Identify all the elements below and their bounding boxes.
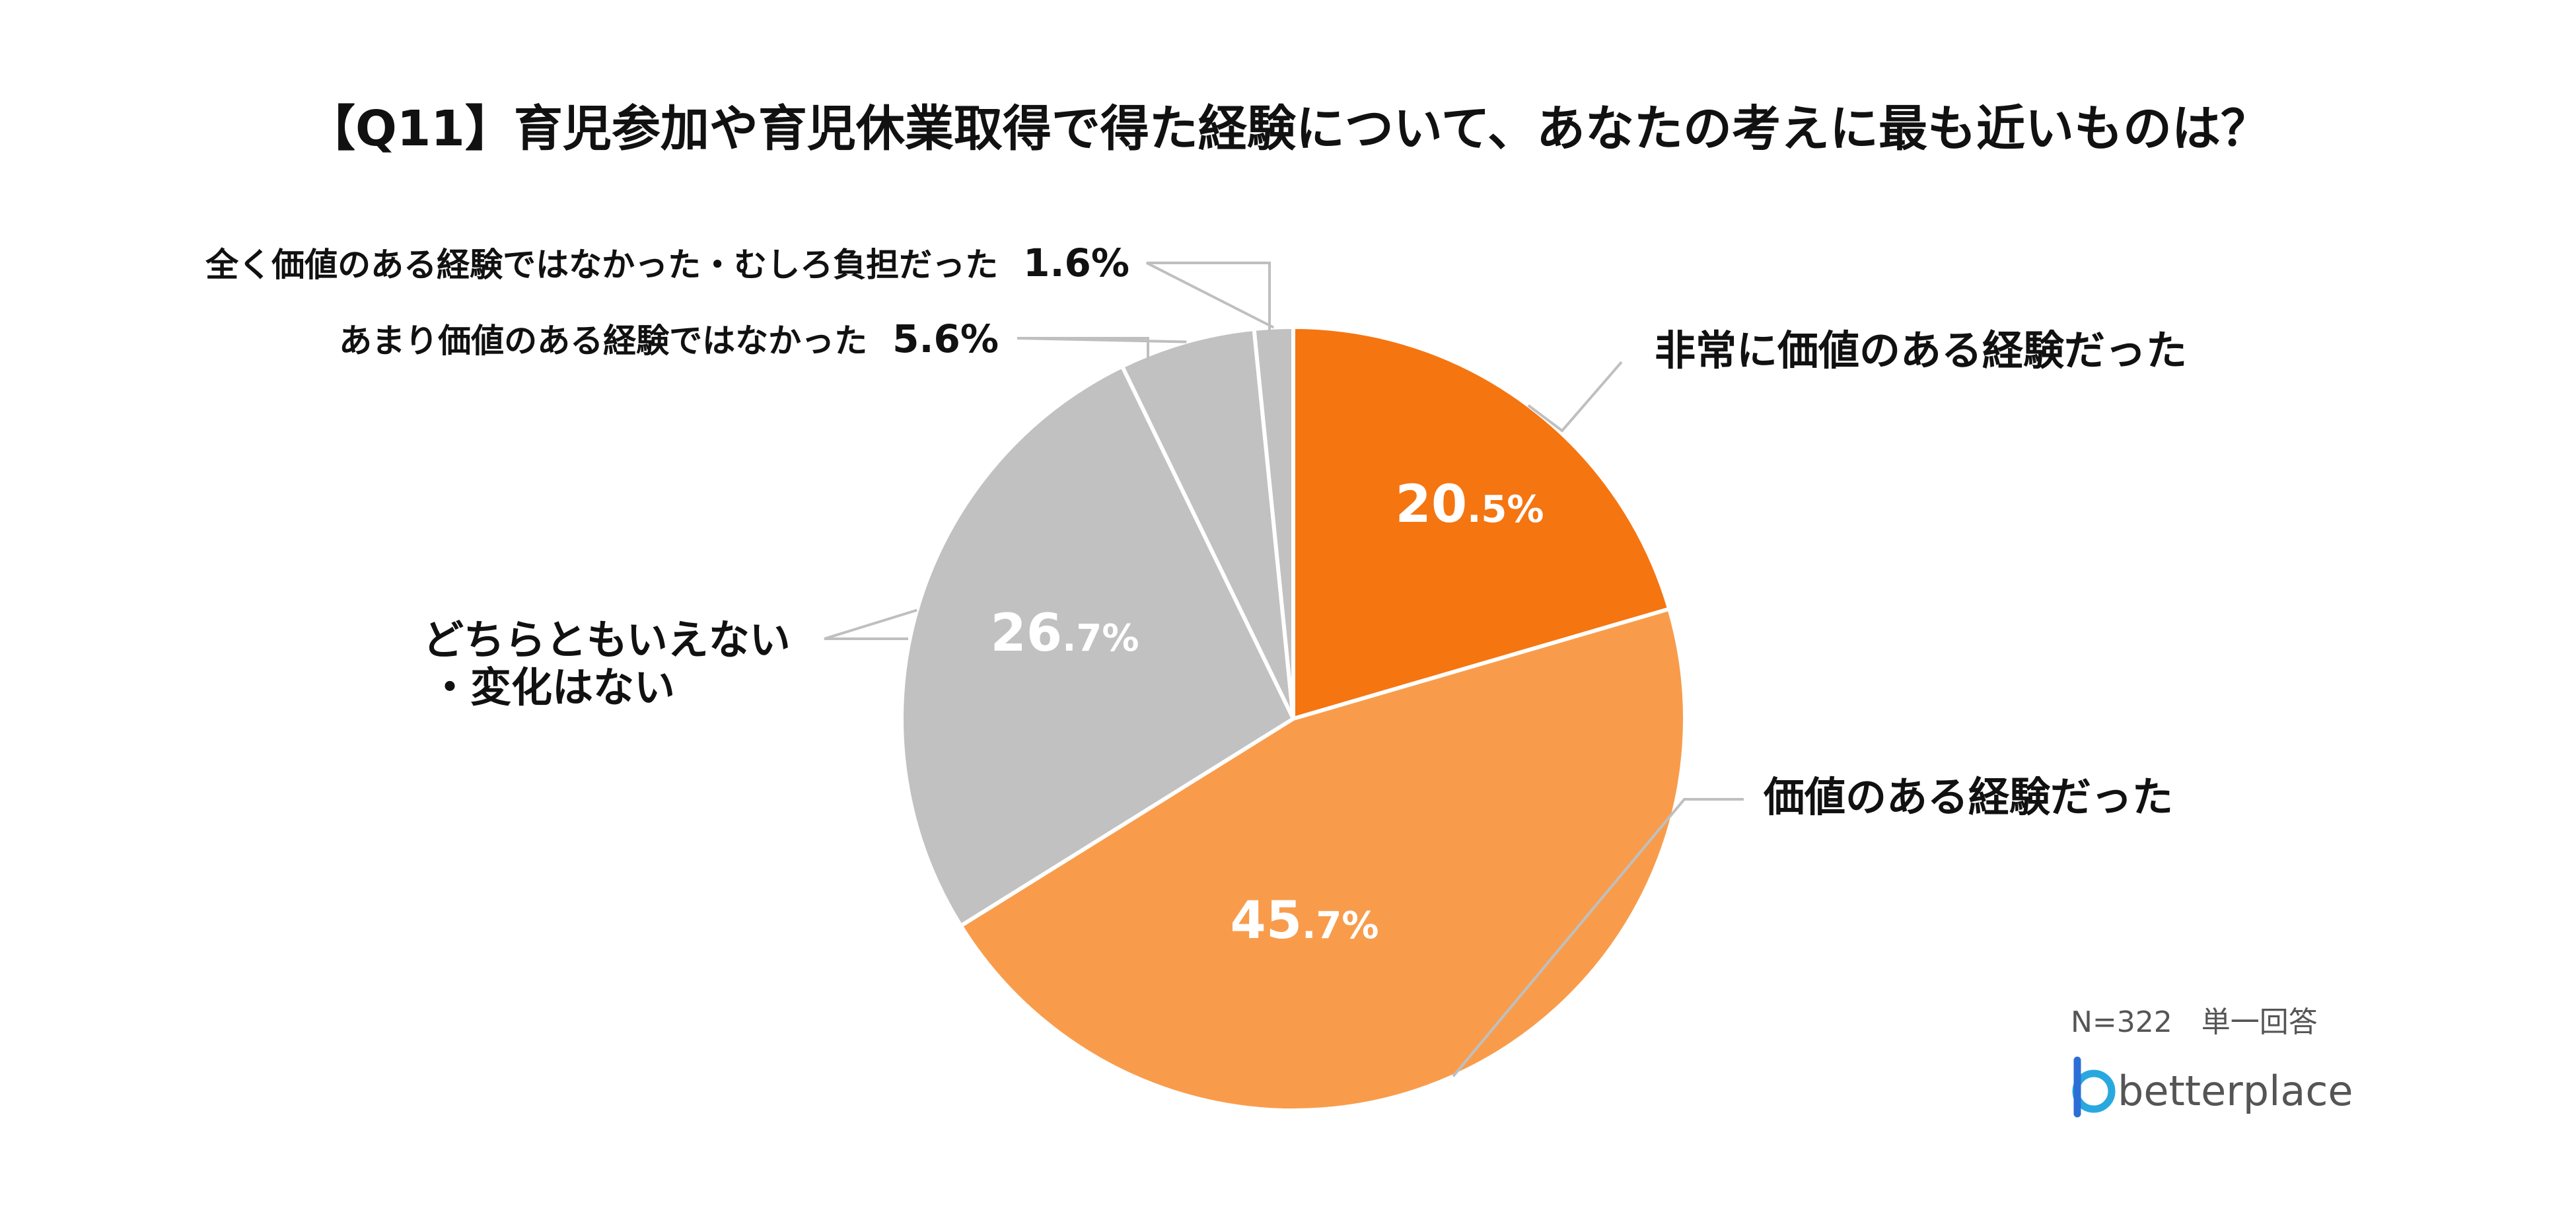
leader-line-valuable xyxy=(1452,798,1744,1077)
betterplace-logo: betterplace xyxy=(2072,1056,2353,1118)
pie-slice-very_valuable xyxy=(1291,325,1672,721)
slice-value-neutral: 26.7% xyxy=(991,604,1139,663)
leader-line-not_much xyxy=(1017,337,1187,360)
pie-slice-not_much xyxy=(1120,326,1295,721)
slice-labels: 20.5% 非常に価値のある経験だった 45.7% 価値のある経験だった 26.7% どち… xyxy=(205,240,2187,951)
slice-label-very_valuable: 非常に価値のある経験だった xyxy=(1655,326,2187,375)
slice-label-not_at_all: 全く価値のある経験ではなかった・むしろ負担だった 1.6% xyxy=(205,240,1129,285)
leader-lines xyxy=(824,262,1744,1077)
slice-value-very_valuable: 20.5% xyxy=(1396,475,1544,534)
leader-line-very_valuable xyxy=(1527,361,1623,433)
leader-line-neutral xyxy=(824,608,917,640)
slice-label-neutral-2: ・変化はない xyxy=(429,663,675,711)
slice-value-valuable: 45.7% xyxy=(1231,891,1379,951)
logo-text: betterplace xyxy=(2118,1067,2353,1115)
leader-line-not_at_all xyxy=(1146,262,1275,334)
slice-label-neutral-1: どちらともいえない xyxy=(423,616,791,664)
slice-label-not_much: あまり価値のある経験ではなかった 5.6% xyxy=(339,316,999,361)
pie-slice-neutral xyxy=(900,364,1295,928)
pie-slices xyxy=(900,325,1687,1112)
slice-label-valuable: 価値のある経験だった xyxy=(1763,773,2173,821)
chart-title: 【Q11】育児参加や育児休業取得で得た経験について、あなたの考えに最も近いものは… xyxy=(306,100,2270,157)
betterplace-logo-icon xyxy=(2072,1056,2116,1118)
sample-note: N=322 単一回答 xyxy=(2071,1005,2318,1039)
